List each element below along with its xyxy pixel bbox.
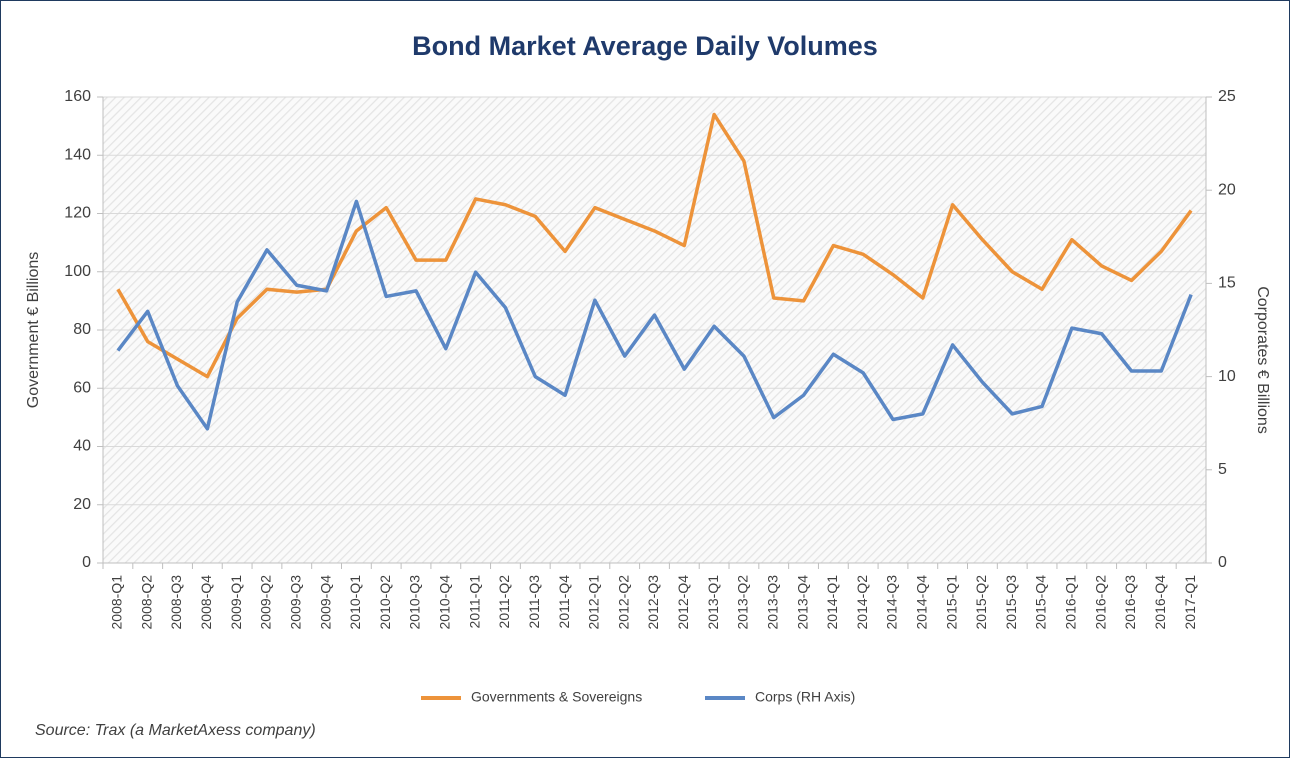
legend-label: Corps (RH Axis)	[755, 689, 855, 705]
series-line	[116, 112, 1193, 379]
y-tick-label: 140	[64, 146, 91, 163]
x-tick-label: 2015-Q4	[1033, 575, 1049, 630]
y-tick-label: 100	[64, 263, 91, 280]
x-tick-label: 2015-Q3	[1003, 575, 1019, 630]
x-tick-label: 2008-Q2	[138, 575, 154, 630]
y2-tick-label: 25	[1218, 88, 1236, 105]
x-tick-label: 2008-Q4	[198, 575, 214, 630]
y2-tick-label: 20	[1218, 181, 1236, 198]
y-tick-label: 160	[64, 88, 91, 105]
y-tick-label: 60	[73, 379, 91, 396]
x-tick-label: 2013-Q1	[705, 575, 721, 630]
y2-axis-title: Corporates € Billions	[1254, 286, 1271, 434]
x-tick-label: 2012-Q3	[645, 575, 661, 630]
x-tick-label: 2013-Q2	[735, 575, 751, 630]
series-line	[116, 199, 1193, 431]
x-tick-label: 2012-Q1	[586, 575, 602, 630]
y-tick-label: 40	[73, 438, 91, 455]
y-axis-title: Government € Billions	[25, 252, 42, 409]
x-tick-label: 2009-Q4	[317, 575, 333, 630]
x-tick-label: 2016-Q3	[1122, 575, 1138, 630]
chart-title: Bond Market Average Daily Volumes	[412, 31, 878, 61]
x-tick-label: 2010-Q2	[377, 575, 393, 630]
y-tick-label: 0	[82, 554, 91, 571]
x-tick-label: 2016-Q1	[1063, 575, 1079, 630]
x-tick-label: 2012-Q2	[615, 575, 631, 630]
x-tick-label: 2016-Q2	[1092, 575, 1108, 630]
x-tick-label: 2010-Q1	[347, 575, 363, 630]
y-tick-label: 20	[73, 496, 91, 513]
x-tick-label: 2013-Q4	[794, 575, 810, 630]
y-tick-label: 80	[73, 321, 91, 338]
x-tick-label: 2017-Q1	[1182, 575, 1198, 630]
x-tick-label: 2011-Q3	[526, 575, 542, 629]
x-tick-label: 2010-Q4	[437, 575, 453, 630]
x-tick-label: 2014-Q4	[914, 575, 930, 630]
x-tick-label: 2015-Q2	[973, 575, 989, 630]
x-tick-label: 2014-Q1	[824, 575, 840, 630]
x-tick-label: 2014-Q2	[854, 575, 870, 630]
source: Source: Trax (a MarketAxess company)	[35, 722, 316, 739]
y2-tick-label: 15	[1218, 275, 1236, 292]
x-tick-label: 2009-Q1	[228, 575, 244, 630]
y2-tick-label: 10	[1218, 368, 1236, 385]
y2-tick-label: 5	[1218, 461, 1227, 478]
x-tick-label: 2008-Q1	[109, 575, 125, 630]
x-tick-label: 2012-Q4	[675, 575, 691, 630]
x-tick-label: 2011-Q2	[496, 575, 512, 629]
x-tick-label: 2011-Q1	[466, 575, 482, 629]
x-tick-label: 2009-Q3	[287, 575, 303, 630]
x-tick-label: 2016-Q4	[1152, 575, 1168, 630]
x-tick-label: 2010-Q3	[407, 575, 423, 630]
x-tick-label: 2011-Q4	[556, 575, 572, 629]
y-tick-label: 120	[64, 205, 91, 222]
x-tick-label: 2008-Q3	[168, 575, 184, 630]
x-tick-label: 2015-Q1	[943, 575, 959, 630]
legend-label: Governments & Sovereigns	[471, 689, 642, 705]
y2-tick-label: 0	[1218, 554, 1227, 571]
x-tick-label: 2014-Q3	[884, 575, 900, 630]
x-tick-label: 2009-Q2	[258, 575, 274, 630]
x-tick-label: 2013-Q3	[764, 575, 780, 630]
